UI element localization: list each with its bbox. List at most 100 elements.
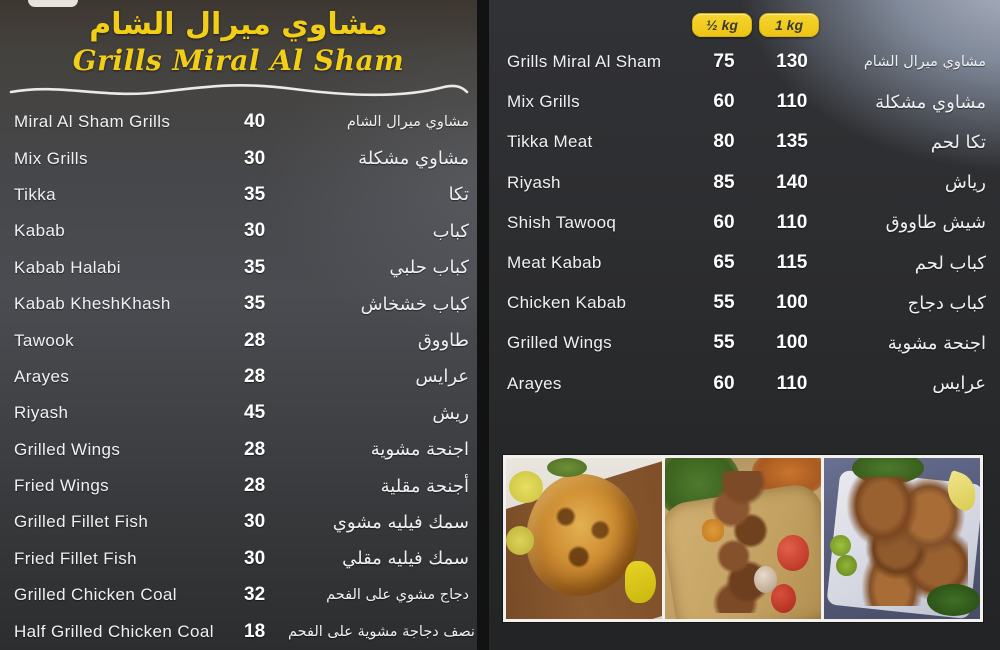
item-price-one-kg: 100 — [776, 292, 808, 314]
item-name-ar: مشاوي ميرال الشام — [346, 114, 469, 131]
item-name-en: Kabab — [14, 221, 66, 241]
food-photo-strip — [503, 455, 983, 622]
item-name-en: Fried Wings — [14, 476, 110, 496]
item-price-half-kg: 65 — [713, 252, 735, 274]
menu-row: Riyash 85 140 رياش — [489, 163, 1000, 203]
item-price: 28 — [244, 475, 266, 497]
item-name-en: Meat Kabab — [507, 253, 602, 273]
item-price-one-kg: 130 — [776, 51, 808, 73]
right-menu-panel: ½ kg 1 kg Grills Miral Al Sham 75 130 مش… — [489, 0, 1000, 650]
item-name-en: Chicken Kabab — [507, 293, 627, 313]
weight-badges: ½ kg 1 kg — [692, 13, 819, 37]
tomato-shape — [771, 583, 797, 613]
item-price-one-kg: 140 — [776, 171, 808, 193]
item-name-ar: كباب دجاج — [907, 292, 986, 314]
item-price: 30 — [244, 547, 266, 569]
item-name-en: Mix Grills — [507, 92, 580, 112]
item-name-en: Tikka — [14, 184, 56, 204]
item-name-en: Half Grilled Chicken Coal — [14, 621, 214, 641]
item-name-ar: سمك فيليه مشوي — [332, 511, 469, 533]
item-price-half-kg: 80 — [713, 131, 735, 153]
item-name-en: Miral Al Sham Grills — [14, 112, 171, 132]
item-name-en: Tikka Meat — [507, 132, 593, 152]
item-name-en: Grilled Wings — [507, 333, 612, 353]
item-name-ar: اجنحة مشوية — [887, 332, 986, 354]
grilled-lemon-shape — [506, 525, 535, 555]
item-name-en: Shish Tawooq — [507, 212, 617, 232]
item-name-ar: رياش — [944, 172, 986, 194]
menu-row: Kabab Halabi 35 كباب حلبي — [0, 250, 477, 286]
menu-row: Tawook 28 طاووق — [0, 322, 477, 358]
item-price: 35 — [244, 183, 266, 205]
menu-row: Grilled Fillet Fish 30 سمك فيليه مشوي — [0, 504, 477, 540]
menu-title-arabic: مشاوي ميرال الشام — [89, 7, 388, 42]
item-name-ar: طاووق — [417, 330, 469, 352]
pickle-slice-shape — [836, 554, 857, 576]
item-price-one-kg: 110 — [776, 91, 808, 113]
item-price: 30 — [244, 511, 266, 533]
item-name-ar: كباب حلبي — [389, 257, 469, 279]
item-name-en: Tawook — [14, 330, 75, 350]
item-name-ar: اجنحة مشوية — [370, 439, 469, 461]
menu-row: Kabab KheshKhash 35 كباب خشخاش — [0, 286, 477, 322]
menu-row: Tikka Meat 80 135 تكا لحم — [489, 122, 1000, 162]
tomato-shape — [777, 535, 809, 571]
item-name-ar: كباب لحم — [914, 252, 986, 274]
item-name-en: Kabab Halabi — [14, 257, 121, 277]
grilled-riyash-chops-photo — [824, 458, 980, 619]
item-price: 30 — [244, 220, 266, 242]
menu-row: Fried Fillet Fish 30 سمك فيليه مقلي — [0, 541, 477, 577]
yellow-pepper-shape — [624, 561, 656, 603]
item-price-half-kg: 60 — [713, 211, 735, 233]
item-name-ar: أجنحة مقلية — [380, 475, 469, 497]
item-price-one-kg: 115 — [776, 252, 808, 274]
item-price-half-kg: 85 — [713, 171, 735, 193]
item-price: 35 — [244, 293, 266, 315]
grilled-whole-chicken-photo — [506, 458, 662, 619]
item-name-en: Fried Fillet Fish — [14, 548, 137, 568]
item-name-en: Mix Grills — [14, 148, 88, 168]
right-items: Grills Miral Al Sham 75 130 مشاوي ميرال … — [489, 42, 1000, 404]
menu-row: Grilled Wings 28 اجنحة مشوية — [0, 432, 477, 468]
one-kg-badge: 1 kg — [759, 13, 819, 37]
kabab-skewers-platter-photo — [665, 458, 821, 619]
item-price: 28 — [244, 438, 266, 460]
item-name-ar: ريش — [432, 402, 469, 424]
item-name-ar: مشاوي مشكلة — [358, 148, 469, 170]
item-name-ar: نصف دجاجة مشوية على الفحم — [288, 623, 475, 640]
menu-row: Tikka 35 تكا — [0, 177, 477, 213]
item-price: 45 — [244, 402, 266, 424]
menu-row: Fried Wings 28 أجنحة مقلية — [0, 468, 477, 504]
item-name-ar: دجاج مشوي على الفحم — [326, 587, 469, 604]
menu-row: Chicken Kabab 55 100 كباب دجاج — [489, 283, 1000, 323]
item-price-half-kg: 60 — [713, 372, 735, 394]
menu-row: Miral Al Sham Grills 40 مشاوي ميرال الشا… — [0, 104, 477, 140]
pickle-slice-shape — [830, 535, 851, 557]
char-marks-shape — [540, 490, 627, 579]
menu-row: Arayes 28 عرايس — [0, 359, 477, 395]
menu-row: Mix Grills 60 110 مشاوي مشكلة — [489, 82, 1000, 122]
menu-row: Grilled Chicken Coal 32 دجاج مشوي على ال… — [0, 577, 477, 613]
left-menu-panel: مشاوي ميرال الشام Grills Miral Al Sham M… — [0, 0, 477, 650]
item-name-en: Grilled Chicken Coal — [14, 585, 177, 605]
item-name-ar: عرايس — [415, 366, 469, 388]
item-price: 40 — [244, 111, 266, 133]
half-kg-badge: ½ kg — [692, 13, 752, 37]
item-price-one-kg: 100 — [776, 332, 808, 354]
item-name-en: Grills Miral Al Sham — [507, 52, 662, 72]
item-name-ar: تكا — [448, 184, 469, 206]
item-price-half-kg: 60 — [713, 91, 735, 113]
item-name-en: Arayes — [507, 373, 562, 393]
garnish-shape — [546, 458, 588, 478]
item-price-half-kg: 75 — [713, 51, 735, 73]
menu-header: مشاوي ميرال الشام Grills Miral Al Sham — [0, 0, 477, 100]
menu-row: Kabab 30 كباب — [0, 213, 477, 249]
item-price: 32 — [244, 584, 266, 606]
item-name-ar: شيش طاووق — [885, 212, 986, 234]
menu-row: Riyash 45 ريش — [0, 395, 477, 431]
onion-shape — [753, 565, 778, 594]
left-items: Miral Al Sham Grills 40 مشاوي ميرال الشا… — [0, 104, 477, 650]
glare-highlight — [28, 0, 78, 7]
wavy-divider — [9, 84, 468, 97]
